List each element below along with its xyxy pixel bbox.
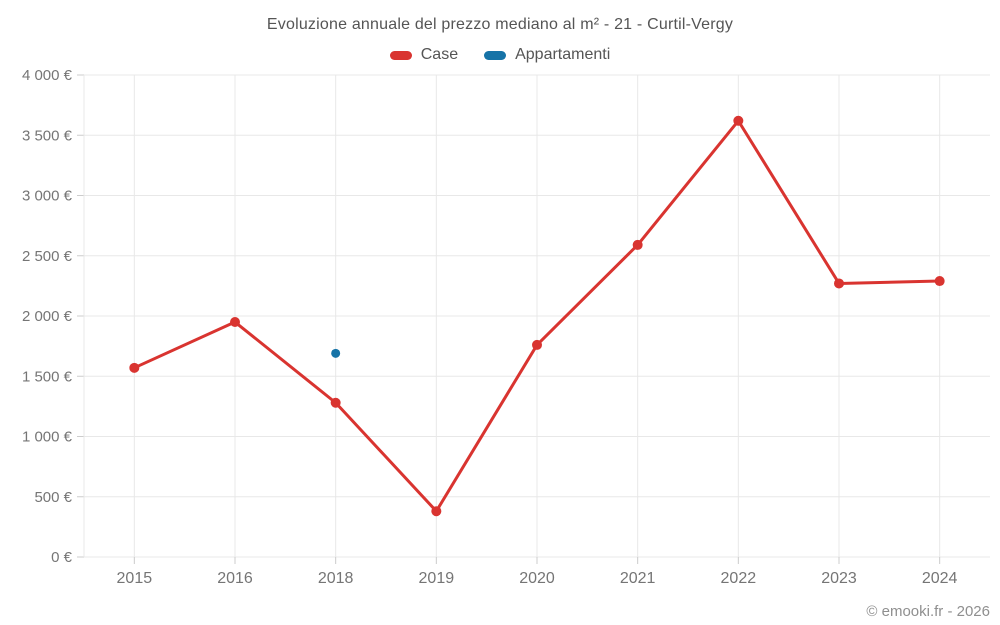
data-point-case[interactable]: [230, 317, 240, 328]
x-axis-label: 2023: [821, 570, 857, 587]
legend: Case Appartamenti: [0, 46, 1000, 64]
x-axis-label: 2019: [419, 570, 455, 587]
data-point-case[interactable]: [934, 276, 945, 287]
y-axis-label: 2 500 €: [22, 248, 73, 265]
y-axis-label: 4 000 €: [22, 67, 73, 84]
x-axis-label: 2022: [721, 570, 757, 587]
y-axis-label: 1 500 €: [22, 368, 73, 385]
y-axis-label: 3 500 €: [22, 127, 73, 144]
y-axis-label: 2 000 €: [22, 308, 73, 325]
x-axis-label: 2018: [318, 570, 354, 587]
x-axis-label: 2020: [519, 570, 555, 587]
x-axis-label: 2024: [922, 570, 958, 587]
data-point-case[interactable]: [330, 397, 341, 408]
data-point-case[interactable]: [431, 506, 442, 517]
legend-item-appartamenti[interactable]: Appartamenti: [484, 46, 610, 64]
legend-item-case[interactable]: Case: [389, 46, 459, 64]
chart-title: Evoluzione annuale del prezzo mediano al…: [266, 16, 734, 33]
data-point-case[interactable]: [129, 362, 140, 373]
x-axis-label: 2021: [620, 570, 656, 587]
legend-label-case: Case: [420, 46, 459, 63]
data-point-case[interactable]: [733, 115, 744, 126]
y-axis-label: 1 000 €: [22, 429, 73, 446]
legend-swatch-appartamenti-icon: [484, 50, 507, 60]
data-point-case[interactable]: [632, 239, 643, 250]
x-axis-label: 2015: [117, 570, 153, 587]
data-point-appartamenti[interactable]: [331, 348, 341, 358]
y-axis-label: 500 €: [34, 489, 72, 506]
copyright-text: © emooki.fr - 2026: [866, 603, 990, 620]
y-axis-label: 3 000 €: [22, 188, 73, 205]
data-point-case[interactable]: [532, 339, 542, 350]
data-point-case[interactable]: [834, 278, 844, 289]
x-axis-label: 2016: [217, 570, 253, 587]
y-axis-label: 0 €: [51, 549, 73, 566]
legend-swatch-case-icon: [389, 50, 412, 60]
legend-label-appartamenti: Appartamenti: [515, 46, 611, 63]
